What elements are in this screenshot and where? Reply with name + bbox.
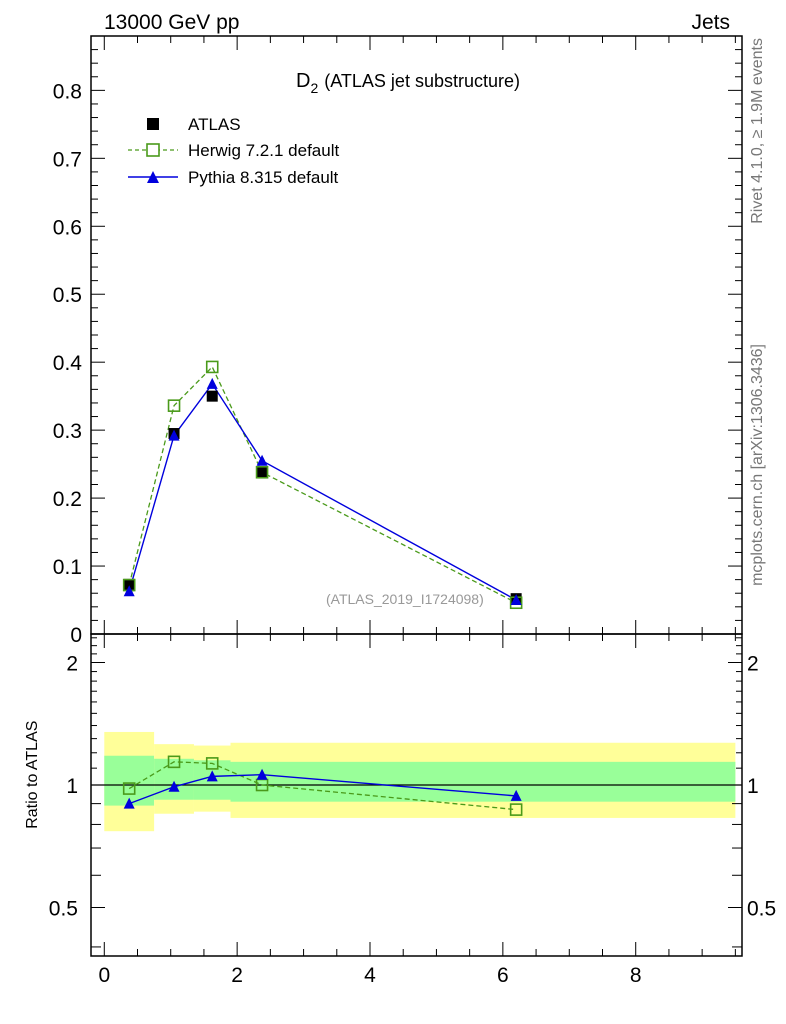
y-tick-label: 0 bbox=[70, 624, 82, 647]
header-right: Jets bbox=[691, 11, 730, 34]
ratio-panel: 0.5 0.5 1 1 2 2 0 2 4 6 8 Ratio to ATLAS bbox=[24, 633, 776, 987]
chart-title-rest: (ATLAS jet substructure) bbox=[324, 71, 520, 91]
herwig-line bbox=[128, 365, 517, 604]
ratio-pythia-point bbox=[256, 768, 268, 780]
ratio-herwig-point bbox=[167, 755, 181, 769]
x-tick-label: 0 bbox=[98, 964, 110, 987]
ratio-y-tick-label-left: 1 bbox=[66, 775, 78, 798]
x-tick-label: 4 bbox=[364, 964, 376, 987]
header-left: 13000 GeV pp bbox=[104, 11, 239, 34]
herwig-point bbox=[255, 465, 269, 479]
mcplots-label: mcplots.cern.ch [arXiv:1306.3436] bbox=[749, 344, 766, 586]
y-tick-label: 0.1 bbox=[53, 556, 82, 579]
x-tick-label: 8 bbox=[630, 964, 642, 987]
x-tick-label: 6 bbox=[497, 964, 509, 987]
pythia-point bbox=[256, 454, 268, 466]
legend-pythia-marker bbox=[147, 171, 159, 183]
legend-label: ATLAS bbox=[188, 115, 241, 134]
ratio-herwig-point bbox=[122, 782, 136, 795]
ratio-pythia-point bbox=[123, 797, 135, 809]
x-tick-label: 2 bbox=[231, 964, 243, 987]
y-tick-label: 0.3 bbox=[53, 420, 82, 443]
ratio-herwig-point bbox=[509, 803, 523, 816]
y-tick-label: 0.8 bbox=[53, 80, 82, 103]
legend-herwig-marker bbox=[146, 143, 160, 157]
ratio-y-axis-label: Ratio to ATLAS bbox=[24, 721, 41, 829]
pythia-point bbox=[168, 429, 180, 441]
ratio-y-tick-label-right: 0.5 bbox=[747, 897, 776, 920]
ratio-y-tick-label-right: 1 bbox=[747, 775, 759, 798]
pythia-point bbox=[510, 594, 522, 606]
y-tick-label: 0.7 bbox=[53, 148, 82, 171]
ratio-pythia-point bbox=[510, 789, 522, 801]
chart-title: D2 (ATLAS jet substructure) bbox=[296, 70, 520, 96]
legend-label: Pythia 8.315 default bbox=[188, 168, 339, 187]
ratio-herwig-line bbox=[128, 761, 517, 811]
atlas-point bbox=[256, 466, 268, 478]
uncertainty-band-inner bbox=[230, 761, 736, 802]
pythia-point bbox=[123, 585, 135, 597]
pythia-point bbox=[206, 377, 218, 389]
pythia-line bbox=[128, 382, 517, 601]
watermark: (ATLAS_2019_I1724098) bbox=[326, 591, 484, 607]
y-tick-label: 0.2 bbox=[53, 488, 82, 511]
ratio-y-tick-label-left: 2 bbox=[66, 653, 78, 676]
legend: ATLAS Herwig 7.2.1 default Pythia 8.315 de… bbox=[128, 115, 339, 187]
ratio-pythia-point bbox=[168, 780, 180, 792]
chart-title-sub: 2 bbox=[310, 80, 318, 96]
uncertainty-band-inner bbox=[154, 758, 194, 800]
ratio-frame bbox=[90, 633, 743, 957]
legend-atlas-marker bbox=[147, 118, 159, 130]
atlas-point bbox=[206, 390, 218, 402]
ratio-herwig-point bbox=[205, 757, 219, 770]
chart-title-main: D bbox=[296, 70, 310, 92]
ratio-pythia-point bbox=[206, 770, 218, 782]
herwig-point bbox=[167, 399, 181, 412]
y-tick-label: 0.6 bbox=[53, 216, 82, 239]
atlas-point bbox=[123, 578, 135, 590]
ratio-y-tick-label-right: 2 bbox=[747, 653, 759, 676]
ratio-y-tick-label-left: 0.5 bbox=[49, 897, 78, 920]
herwig-point bbox=[205, 360, 219, 374]
y-tick-label: 0.4 bbox=[53, 352, 83, 375]
legend-label: Herwig 7.2.1 default bbox=[188, 141, 339, 160]
main-panel: 0 0.1 0.2 0.3 0.4 0.5 0.6 0.7 0.8 D2 (ATLAS jet su… bbox=[53, 35, 743, 647]
rivet-label: Rivet 4.1.0, ≥ 1.9M events bbox=[749, 38, 766, 224]
y-tick-label: 0.5 bbox=[53, 284, 82, 307]
